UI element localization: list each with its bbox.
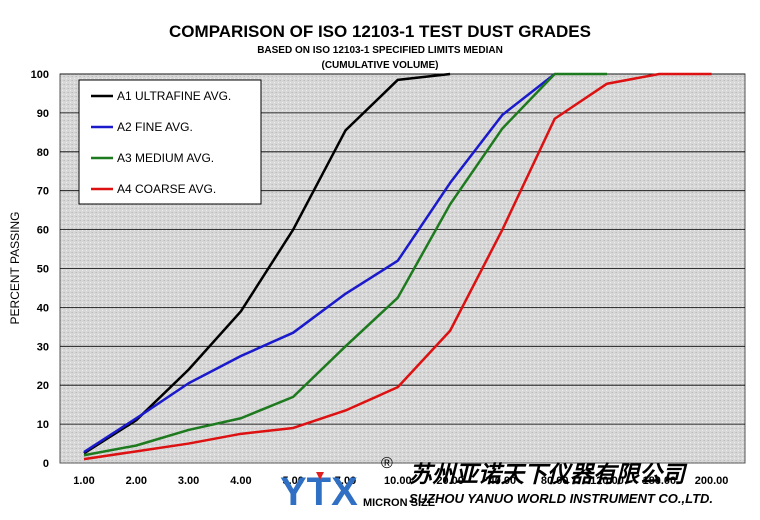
y-tick-label: 10	[37, 419, 49, 431]
x-axis-ticks: 1.00 2.00 3.00 4.00 5.00 7.00 10.00 20.00 40.00 8…	[73, 475, 728, 487]
y-tick-label: 40	[37, 302, 49, 314]
x-tick-label: 180.00	[642, 475, 676, 487]
y-tick-label: 30	[37, 341, 49, 353]
ytx-logo: YTX	[280, 470, 358, 514]
series-line-3	[83, 72, 607, 457]
x-tick-label: 3.00	[178, 475, 199, 487]
legend-label: A1 ULTRAFINE AVG.	[117, 89, 231, 103]
chart-subtitle: BASED ON ISO 12103-1 SPECIFIED LIMITS ME…	[257, 45, 503, 56]
y-tick-label: 100	[31, 69, 49, 81]
y-tick-label: 60	[37, 225, 49, 237]
watermark: YTX ® 苏州亚诺天下仪器有限公司 SUZHOU YANUO WORLD IN…	[280, 455, 713, 514]
company-name-en: SUZHOU YANUO WORLD INSTRUMENT CO.,LTD.	[409, 491, 713, 506]
chart-subtitle-2: (CUMULATIVE VOLUME)	[321, 60, 438, 71]
x-tick-label: 20.00	[436, 475, 464, 487]
x-tick-label: 1.00	[73, 475, 94, 487]
x-tick-label: 4.00	[230, 475, 251, 487]
x-tick-label: 40.00	[489, 475, 517, 487]
x-tick-label: 80.00	[541, 475, 569, 487]
series-lines	[83, 72, 712, 461]
y-tick-label: 70	[37, 186, 49, 198]
y-axis-ticks: 0 10 20 30 40 50 60 70 80 90 100	[31, 69, 49, 470]
logo-accent-shape	[316, 472, 324, 480]
y-axis-title: PERCENT PASSING	[8, 212, 22, 325]
x-axis-title: MICRON SIZE	[363, 497, 435, 509]
legend-box	[78, 79, 262, 205]
x-tick-label: 7.00	[335, 475, 356, 487]
series-line-2	[83, 73, 556, 454]
legend-label: A4 COARSE AVG.	[117, 182, 216, 196]
legend-label: A2 FINE AVG.	[117, 120, 193, 134]
x-tick-label: 120.00	[590, 475, 624, 487]
x-tick-label: 200.00	[695, 475, 729, 487]
y-tick-label: 0	[43, 458, 49, 470]
series-line-4	[83, 72, 712, 461]
y-tick-label: 90	[37, 108, 49, 120]
x-tick-label: 10.00	[384, 475, 412, 487]
y-tick-label: 20	[37, 380, 49, 392]
x-tick-label: 2.00	[126, 475, 147, 487]
y-tick-label: 80	[37, 147, 49, 159]
company-name-cn: 苏州亚诺天下仪器有限公司	[409, 461, 688, 488]
legend: A1 ULTRAFINE AVG. A2 FINE AVG. A3 MEDIUM A…	[78, 79, 262, 205]
y-tick-label: 50	[37, 264, 49, 276]
x-tick-label: 5.00	[282, 475, 303, 487]
chart-title: COMPARISON OF ISO 12103-1 TEST DUST GRAD…	[169, 22, 591, 41]
legend-label: A3 MEDIUM AVG.	[117, 151, 214, 165]
registered-mark: ®	[381, 455, 393, 472]
